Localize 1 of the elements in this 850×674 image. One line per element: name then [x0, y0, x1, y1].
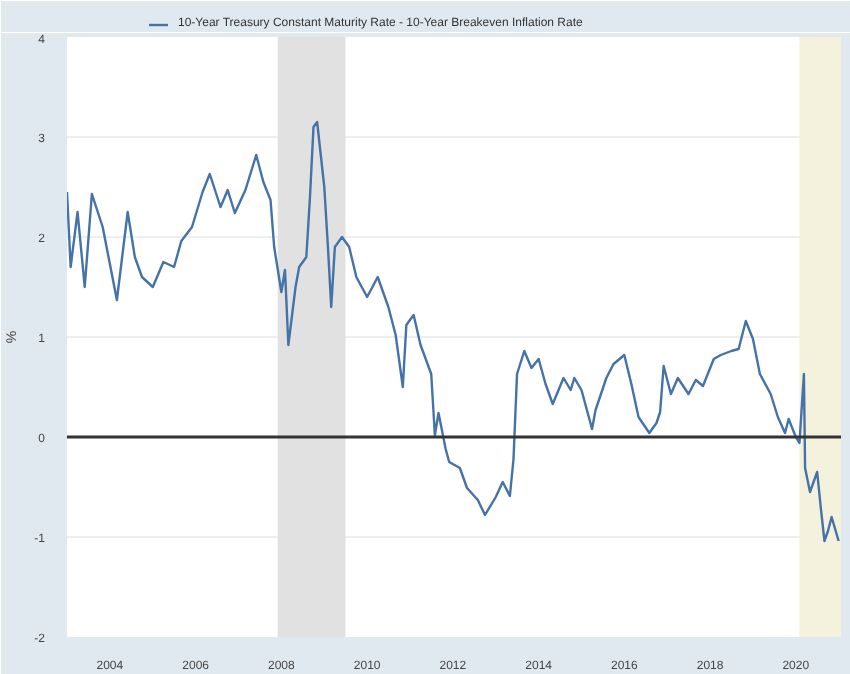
line-series — [67, 120, 840, 543]
